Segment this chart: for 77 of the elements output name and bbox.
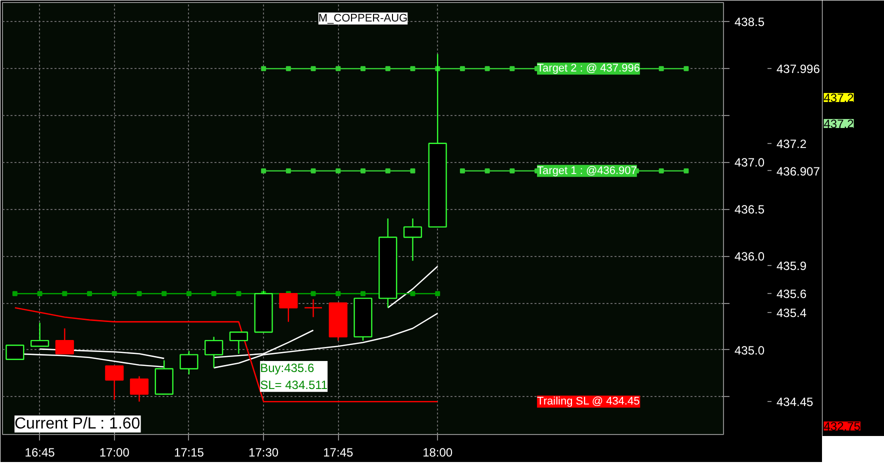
point — [460, 66, 465, 72]
point — [186, 291, 192, 296]
series-label: Target 2 : @ 437.996 — [537, 62, 640, 75]
y2-tick-label: 435.6 — [776, 287, 807, 302]
y2-tick-label: 437.2 — [776, 136, 807, 151]
y2-tick-label: 436.907 — [776, 164, 820, 178]
point — [410, 168, 416, 174]
text: Trailing SL @ 434.45 — [537, 396, 640, 408]
point — [310, 66, 316, 72]
candlestick — [130, 376, 149, 402]
point — [510, 168, 515, 174]
text: 432.75 — [824, 420, 861, 434]
point — [385, 168, 390, 174]
y-tick-label: 437.0 — [734, 156, 765, 170]
y-tick-label: 436.0 — [734, 250, 765, 264]
point — [410, 66, 416, 72]
point — [484, 66, 490, 72]
point — [410, 291, 416, 296]
point — [236, 291, 242, 296]
point — [385, 66, 390, 72]
candlestick — [304, 298, 323, 318]
candlestick — [105, 365, 124, 400]
text: M_COPPER-AUG — [318, 12, 408, 24]
point — [684, 168, 689, 174]
point — [112, 291, 117, 296]
y-tick-label: 436.5 — [734, 202, 765, 217]
point — [37, 291, 42, 296]
point — [162, 291, 167, 296]
point — [658, 66, 664, 72]
point — [360, 66, 366, 72]
point — [310, 291, 316, 296]
x-tick-label: 17:00 — [99, 446, 130, 460]
y2-tick-label: 435.4 — [776, 306, 807, 320]
x-tick-label: 18:00 — [422, 446, 453, 460]
annotation: Buy:435.6 SL= 434.511 — [260, 361, 328, 392]
y2-tick-label: 434.45 — [776, 395, 814, 410]
point — [336, 291, 341, 296]
annotation: Current P/L : 1.60 — [14, 416, 140, 432]
candlestick — [180, 350, 198, 375]
point — [286, 66, 291, 72]
point — [684, 66, 689, 72]
text: 437.2 — [824, 91, 854, 106]
point — [460, 168, 465, 174]
candlestick — [6, 344, 24, 360]
point — [360, 168, 366, 174]
point — [435, 291, 440, 296]
text: 437.2 — [824, 116, 854, 131]
point — [136, 291, 142, 296]
point — [62, 291, 68, 296]
point — [211, 291, 216, 296]
point — [336, 168, 341, 174]
candlestick — [55, 328, 74, 354]
point — [658, 168, 664, 174]
point — [12, 291, 18, 296]
point — [286, 168, 291, 174]
y-tick-label: 435.0 — [734, 343, 765, 358]
candlestick — [403, 218, 422, 262]
y2-tick-label: 435.9 — [776, 258, 807, 273]
y2-tick-label: 437.996 — [776, 62, 820, 76]
point — [360, 291, 366, 296]
x-tick-label: 17:45 — [323, 446, 354, 460]
point — [484, 168, 490, 174]
candlestick — [229, 332, 248, 354]
candlestick — [279, 293, 298, 322]
point — [510, 66, 515, 72]
point — [336, 66, 341, 72]
point — [87, 291, 92, 296]
candlestick — [204, 336, 224, 368]
point — [310, 168, 316, 174]
candlestick — [30, 322, 50, 347]
x-tick-label: 17:30 — [248, 446, 279, 460]
point — [261, 168, 266, 174]
line-series — [14, 307, 438, 402]
x-tick-label: 16:45 — [24, 446, 56, 460]
y-tick-label: 438.5 — [734, 14, 765, 29]
x-tick-label: 17:15 — [174, 446, 204, 460]
point — [261, 66, 266, 72]
